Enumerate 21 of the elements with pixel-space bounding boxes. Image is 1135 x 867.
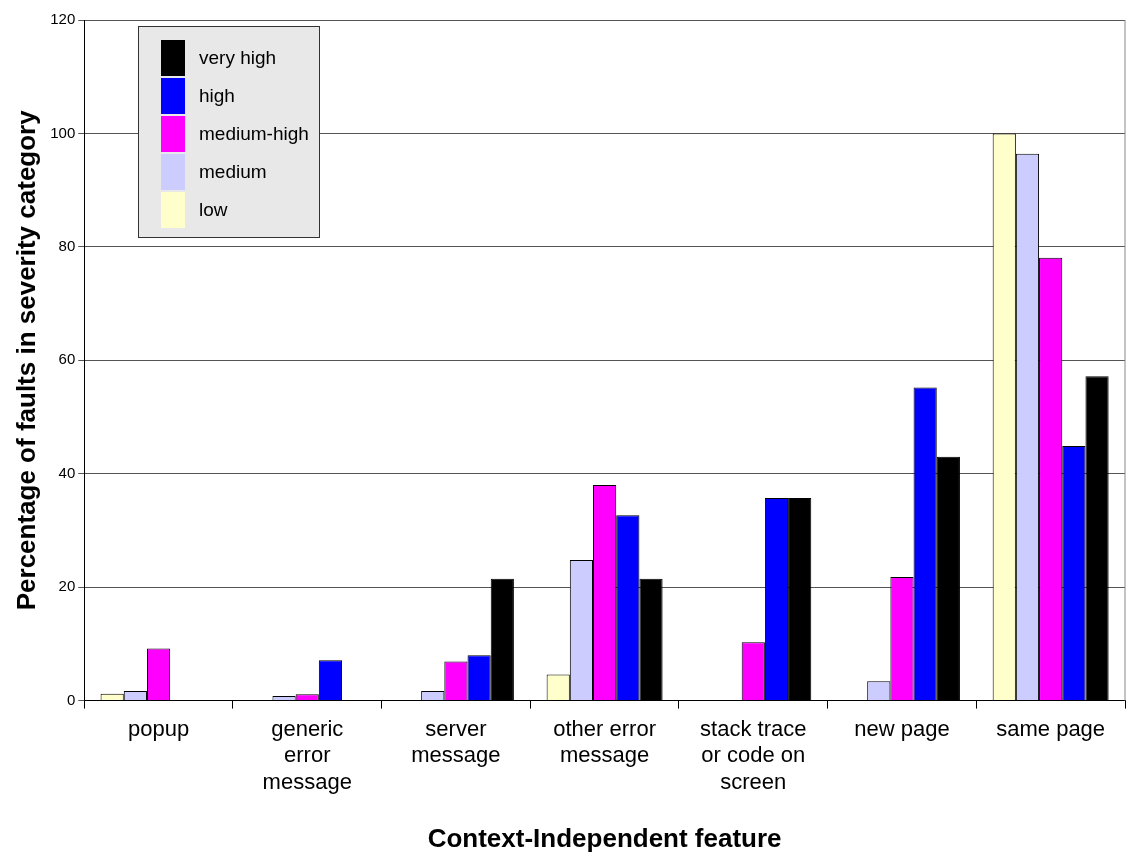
x-axis-title: Context-Independent feature: [427, 822, 782, 853]
x-tick-label: stack trace or code on screen: [700, 715, 807, 794]
y-tick-label: 100: [50, 123, 76, 141]
y-tick-label: 0: [66, 690, 76, 708]
legend-label: medium: [199, 161, 267, 183]
y-tick-label: 20: [58, 577, 76, 595]
legend-label: low: [199, 199, 228, 221]
y-tick-label: 40: [58, 463, 76, 481]
legend-label: very high: [199, 47, 277, 69]
x-tick-label: same page: [996, 715, 1106, 741]
y-axis-title: Percentage of faults in severity category: [10, 109, 41, 611]
x-tick-label: new page: [854, 715, 950, 741]
legend-label: high: [199, 85, 235, 107]
legend-label: medium-high: [199, 123, 309, 145]
x-tick-label: server message: [411, 715, 501, 768]
x-tick-label: generic error message: [262, 715, 352, 794]
y-tick-label: 60: [58, 350, 76, 368]
y-tick-label: 80: [58, 237, 76, 255]
y-tick-label: 120: [50, 10, 76, 28]
x-tick-label: popup: [127, 715, 190, 741]
x-tick-label: other error message: [553, 715, 656, 768]
